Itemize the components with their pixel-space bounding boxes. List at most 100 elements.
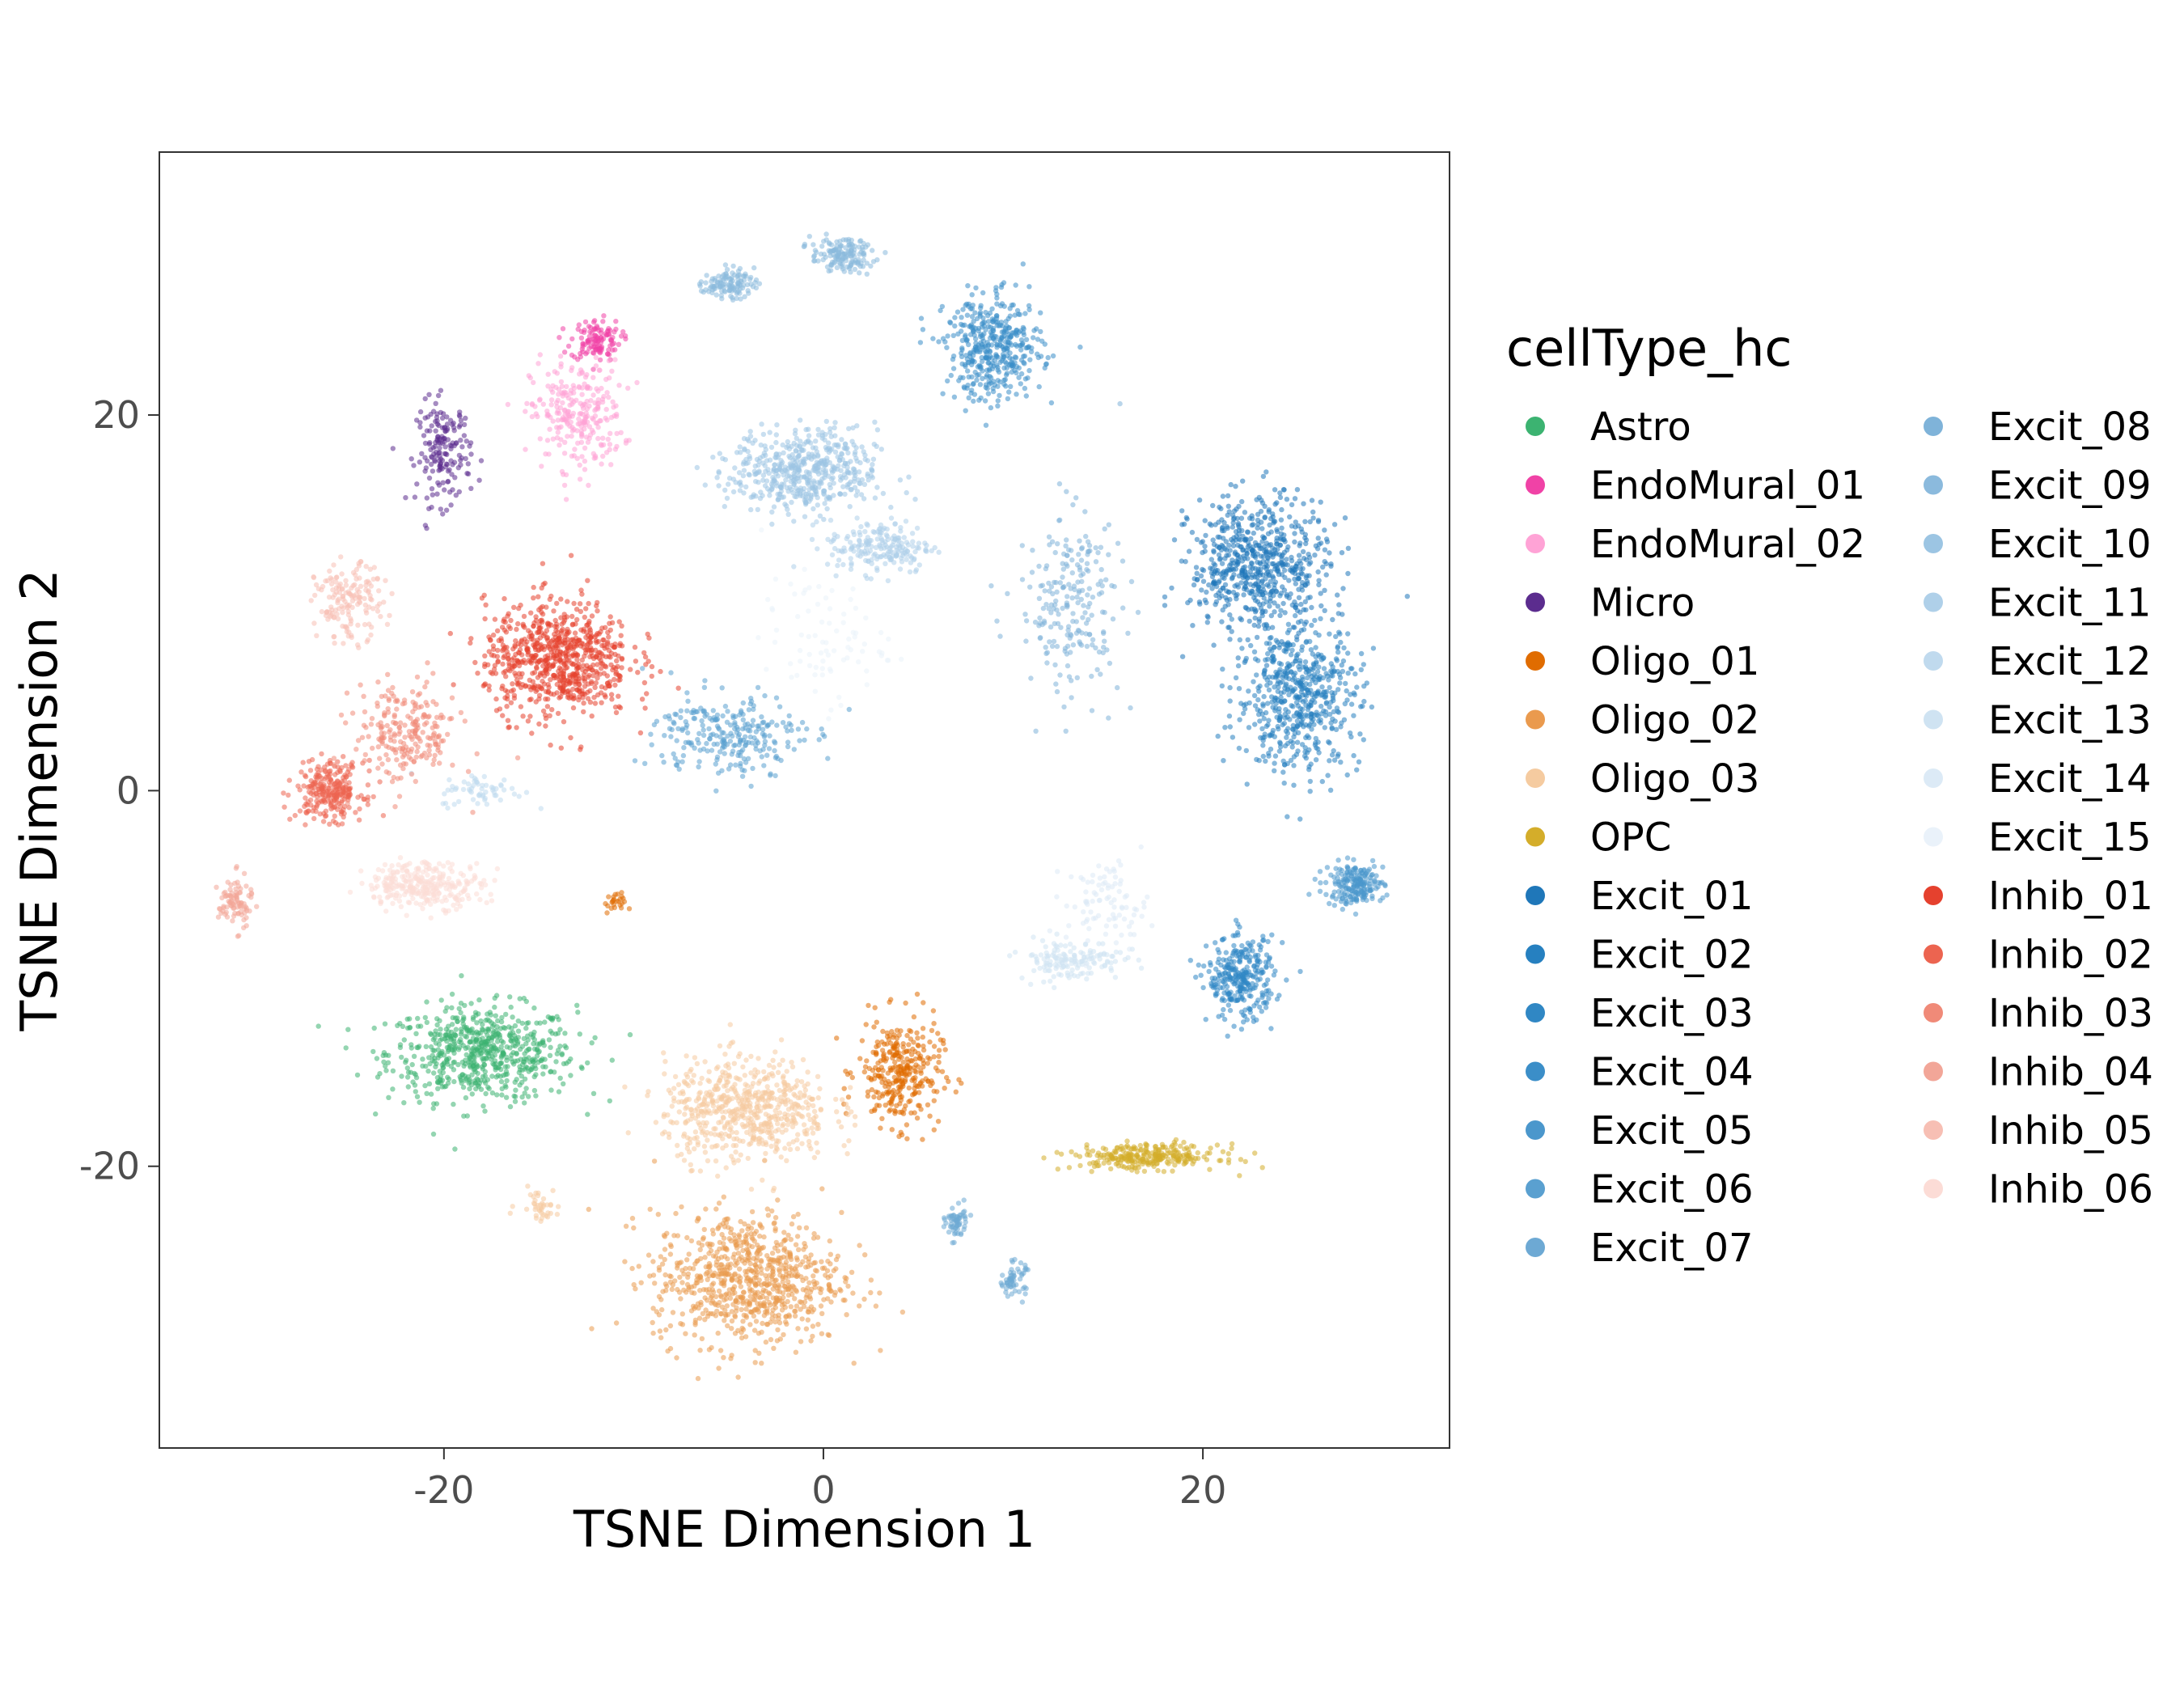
- data-point: [555, 1031, 561, 1036]
- data-point: [713, 1206, 719, 1212]
- data-point: [476, 997, 482, 1003]
- data-point: [1006, 389, 1012, 395]
- data-point: [1354, 767, 1360, 773]
- data-point: [1285, 814, 1290, 819]
- data-point: [1281, 780, 1287, 786]
- data-point: [576, 416, 582, 422]
- data-point: [1277, 680, 1284, 686]
- data-point: [609, 1057, 615, 1063]
- data-point: [1237, 959, 1243, 965]
- data-point: [1335, 644, 1341, 650]
- data-point: [1287, 514, 1293, 520]
- data-point: [451, 1101, 456, 1107]
- data-point: [458, 1078, 464, 1083]
- data-point: [1240, 548, 1246, 553]
- data-point: [562, 1031, 568, 1036]
- data-point: [548, 1202, 553, 1209]
- data-point: [879, 1116, 885, 1122]
- data-point: [633, 1286, 638, 1292]
- data-point: [1220, 1149, 1226, 1154]
- data-point: [493, 1065, 499, 1071]
- data-point: [1257, 1004, 1263, 1010]
- data-point: [699, 1336, 705, 1342]
- data-point: [576, 322, 582, 328]
- data-point: [428, 411, 434, 417]
- data-point: [425, 1068, 431, 1074]
- data-point: [531, 1041, 536, 1047]
- data-point: [374, 1056, 380, 1061]
- data-point: [792, 1313, 798, 1319]
- data-point: [475, 1063, 480, 1069]
- data-point: [1234, 953, 1240, 959]
- data-point: [1289, 502, 1295, 508]
- data-point: [756, 1136, 761, 1142]
- data-point: [1143, 1141, 1149, 1147]
- data-point: [735, 1299, 741, 1306]
- data-point: [605, 351, 611, 357]
- data-point: [1348, 666, 1354, 671]
- data-point: [523, 1086, 529, 1091]
- data-point: [1352, 671, 1358, 677]
- points-layer: [214, 231, 1411, 1382]
- data-point: [904, 1136, 910, 1141]
- data-point: [1236, 503, 1242, 510]
- data-point: [802, 1241, 807, 1247]
- data-point: [664, 1230, 670, 1236]
- data-point: [692, 1319, 698, 1326]
- data-point: [447, 1044, 454, 1049]
- data-point: [795, 1132, 801, 1137]
- data-point: [700, 1236, 706, 1243]
- data-point: [412, 1070, 417, 1077]
- data-point: [941, 1040, 946, 1047]
- data-point: [1330, 692, 1336, 699]
- data-point: [1241, 710, 1246, 717]
- data-point: [606, 347, 612, 353]
- data-point: [1234, 997, 1240, 1003]
- data-point: [1183, 1160, 1188, 1166]
- data-point: [874, 1019, 880, 1025]
- data-point: [769, 1136, 775, 1141]
- data-point: [1302, 519, 1308, 524]
- data-point: [1315, 569, 1321, 575]
- data-point: [705, 1101, 711, 1107]
- data-point: [1242, 580, 1249, 586]
- data-point: [733, 1149, 739, 1155]
- data-point: [700, 1310, 706, 1317]
- data-point: [1335, 687, 1341, 692]
- data-point: [727, 1265, 733, 1271]
- data-point: [719, 1108, 725, 1115]
- data-point: [735, 1251, 742, 1256]
- data-point: [897, 1109, 903, 1116]
- data-point: [495, 1047, 502, 1052]
- data-point: [845, 1094, 852, 1100]
- data-point: [438, 506, 443, 512]
- data-point: [422, 1014, 428, 1021]
- data-point: [879, 1039, 885, 1045]
- data-point: [779, 1307, 785, 1313]
- data-point: [747, 1300, 752, 1306]
- data-point: [1342, 515, 1348, 521]
- data-point: [458, 1036, 463, 1043]
- data-point: [1221, 758, 1226, 764]
- data-point: [733, 1238, 739, 1244]
- data-point: [557, 1075, 563, 1082]
- data-point: [1309, 692, 1315, 697]
- data-point: [712, 1132, 718, 1137]
- data-point: [1245, 529, 1251, 536]
- data-point: [605, 436, 611, 442]
- data-point: [761, 1301, 767, 1307]
- data-point: [1273, 637, 1280, 643]
- data-point: [727, 1022, 733, 1027]
- data-point: [472, 1010, 479, 1015]
- data-point: [613, 319, 619, 324]
- data-point: [433, 1064, 438, 1069]
- data-point: [717, 1043, 723, 1049]
- data-point: [1281, 721, 1288, 726]
- data-point: [747, 1322, 753, 1327]
- data-point: [725, 1088, 730, 1094]
- data-point: [1309, 622, 1314, 629]
- data-point: [586, 1206, 591, 1213]
- data-point: [1308, 761, 1314, 767]
- data-point: [1170, 1168, 1175, 1174]
- data-point: [1232, 549, 1238, 555]
